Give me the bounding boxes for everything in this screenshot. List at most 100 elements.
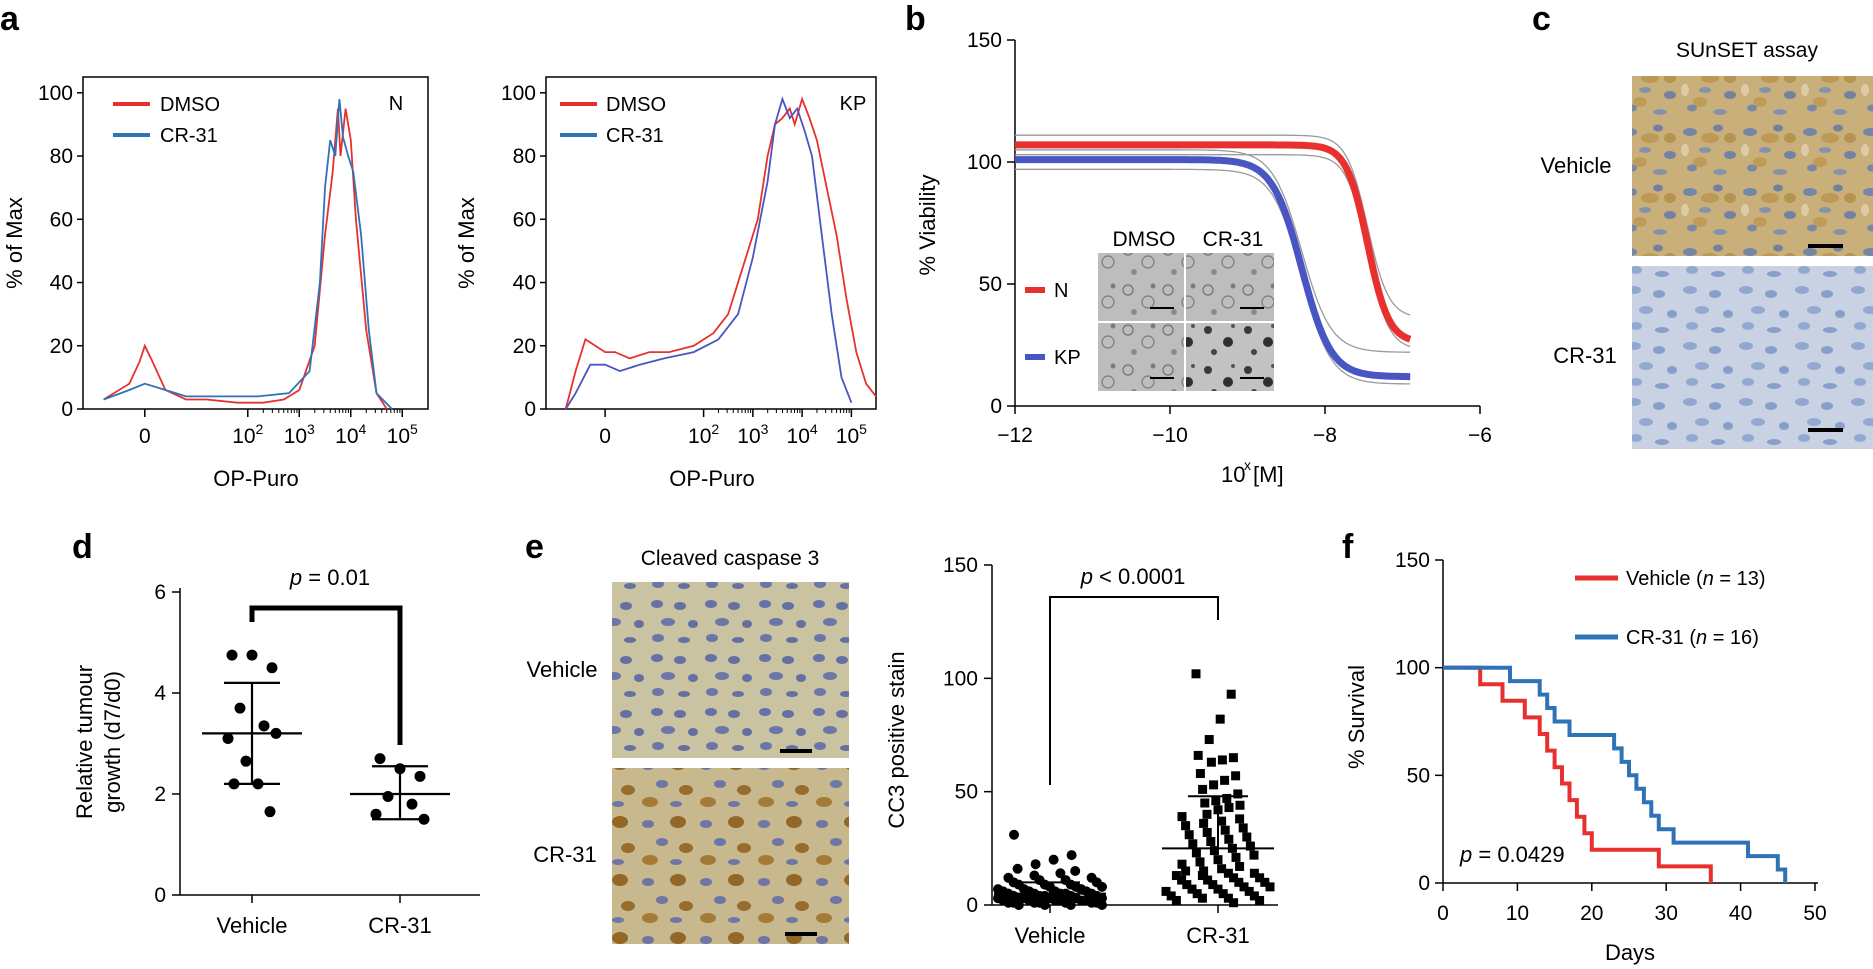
p-value: p < 0.0001	[1080, 564, 1186, 589]
panel-letter-b: b	[905, 0, 926, 38]
data-point	[1255, 895, 1265, 905]
significance-bracket	[1049, 596, 1219, 785]
fit-curve-n	[1015, 141, 1412, 343]
x-tick-label: 0	[139, 425, 151, 448]
y-axis-label-line1: Relative tumour	[72, 665, 97, 819]
confidence-band-upper	[1015, 149, 1411, 353]
panel-title: SUnSET assay	[1676, 39, 1819, 62]
inset-image-n-cr31	[1186, 253, 1274, 321]
data-point	[1208, 880, 1218, 890]
data-point	[1249, 868, 1259, 878]
data-point	[1226, 689, 1236, 699]
plot-frame	[82, 76, 429, 410]
data-point	[1009, 829, 1019, 840]
data-point	[1048, 854, 1059, 865]
data-point	[1213, 884, 1223, 894]
data-point	[1209, 780, 1219, 790]
data-point	[1195, 769, 1205, 779]
data-point	[246, 649, 258, 661]
data-point	[1265, 882, 1275, 892]
data-point	[1229, 873, 1239, 883]
data-point	[222, 732, 234, 744]
inset-image-kp-dmso	[1098, 323, 1184, 391]
cleaved-caspase-panel: Cleaved caspase 3 Vehicle CR-31	[527, 547, 849, 944]
data-point	[1220, 825, 1230, 835]
data-point	[1181, 866, 1191, 876]
data-point	[1177, 859, 1187, 869]
survival-curve-cr-31	[1442, 665, 1788, 883]
data-point	[1234, 877, 1244, 887]
data-point	[1206, 757, 1216, 767]
x-axis-label: OP-Puro	[213, 466, 299, 491]
data-point	[1191, 669, 1201, 679]
p-symbol: p	[1080, 564, 1093, 589]
y-axis-label: % of Max	[454, 197, 479, 289]
tick-exponent: 2	[711, 421, 719, 437]
series-line-cr-31	[103, 99, 393, 410]
data-point	[1231, 852, 1241, 862]
y-tick-label: 0	[1418, 872, 1430, 895]
data-point	[1217, 816, 1227, 826]
x-tick-label: CR-31	[368, 913, 432, 938]
data-point	[1218, 889, 1228, 899]
data-point	[1184, 830, 1194, 840]
tick-exponent: 2	[256, 421, 264, 437]
data-point	[374, 753, 386, 765]
data-point	[1228, 753, 1238, 763]
y-tick-label: 50	[955, 781, 978, 804]
x-axis-label: OP-Puro	[669, 466, 755, 491]
data-point	[370, 808, 382, 820]
data-point	[1220, 775, 1230, 785]
data-point	[1235, 814, 1245, 824]
x-axis-label-base: 10	[1221, 462, 1245, 487]
micrograph-cr31	[1632, 266, 1873, 449]
panel-letter-f: f	[1342, 528, 1354, 566]
data-point	[1070, 866, 1081, 876]
y-tick-label: 150	[943, 554, 978, 577]
legend-label-dmso: DMSO	[160, 94, 220, 116]
y-tick-label: 50	[1407, 764, 1430, 787]
data-point	[382, 791, 394, 803]
plot-title: KP	[840, 93, 867, 115]
data-point	[1224, 834, 1234, 844]
legend-name: Vehicle	[1626, 568, 1691, 590]
data-point	[1235, 800, 1245, 810]
x-tick-label: 30	[1655, 902, 1678, 925]
tick-base: 10	[787, 425, 810, 448]
y-tick-label: 2	[154, 783, 166, 806]
row-label-cr31: CR-31	[1553, 343, 1617, 368]
tick-base: 10	[688, 425, 711, 448]
x-tick-label: Vehicle	[1015, 923, 1086, 948]
data-point	[1012, 863, 1023, 874]
row-label-vehicle: Vehicle	[1541, 153, 1612, 178]
data-point	[1231, 771, 1241, 781]
data-point	[1202, 809, 1212, 819]
data-point	[1030, 859, 1041, 870]
y-axis-label: % Viability	[915, 174, 940, 275]
data-point	[1066, 850, 1077, 861]
panel-letter-e: e	[525, 528, 544, 566]
data-point	[1065, 900, 1076, 910]
x-tick-label: 50	[1803, 902, 1826, 925]
tick-base: 10	[387, 425, 410, 448]
y-tick-label: 100	[943, 667, 978, 690]
series-line-cr-31	[564, 96, 853, 410]
survival-chart: 0 50 100 150 0 10 20 30 40 50 % Survival Days Veh…	[1344, 549, 1827, 965]
x-tick-label: 105	[836, 421, 867, 448]
x-axis-label: Days	[1605, 940, 1655, 965]
p-value-text: = 0.0429	[1472, 842, 1564, 867]
data-point	[1260, 877, 1270, 887]
x-tick-label: 0	[1437, 902, 1449, 925]
data-point	[1203, 875, 1213, 885]
data-point	[1177, 812, 1187, 822]
y-tick-label: 0	[524, 398, 536, 421]
data-point	[1166, 891, 1176, 901]
data-point	[1222, 793, 1232, 803]
data-point	[1229, 898, 1239, 908]
data-point	[1195, 857, 1205, 867]
data-point	[1255, 873, 1265, 883]
y-tick-label: 60	[50, 208, 73, 231]
data-point	[1198, 784, 1208, 794]
